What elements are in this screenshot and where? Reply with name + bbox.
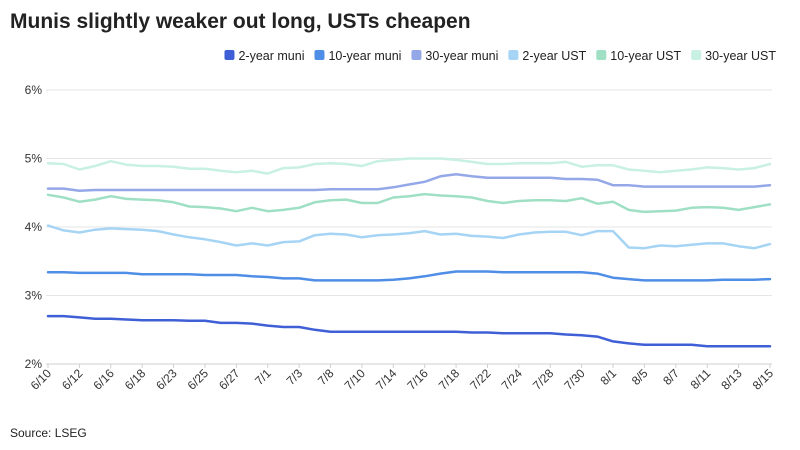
x-tick-label: 6/27: [216, 366, 243, 393]
x-axis: 6/10 6/12 6/16 6/18 6/23 6/25 6/27 7/1 7/3 7/8 7/1…: [28, 364, 777, 393]
x-tick-label: 7/18: [436, 366, 463, 393]
x-tick-label: 7/30: [561, 366, 588, 393]
x-tick-label: 7/10: [342, 366, 369, 393]
legend-item: 2-year UST: [508, 49, 587, 63]
series-line-30-year-ust: [46, 157, 772, 175]
chart-grid: [46, 89, 772, 365]
series-line-2-year-muni: [46, 314, 772, 348]
x-tick-label: 7/16: [404, 366, 431, 393]
x-tick-label: 8/15: [750, 366, 777, 393]
y-tick-label: 5%: [25, 152, 43, 166]
x-tick-label: 8/13: [718, 366, 745, 393]
series-line-10-year-ust: [46, 192, 772, 214]
chart-series: [46, 157, 772, 348]
x-tick-label: 7/1: [252, 366, 274, 388]
legend-swatch: [314, 50, 325, 60]
legend-label: 10-year UST: [610, 49, 681, 63]
chart-legend: 2-year muni 10-year muni 30-year muni 2-yea…: [224, 49, 776, 63]
x-tick-label: 7/8: [315, 366, 337, 388]
legend-swatch: [596, 50, 607, 60]
series-line-30-year-muni: [46, 173, 772, 192]
legend-label: 2-year UST: [522, 49, 586, 63]
legend-item: 10-year muni: [314, 49, 401, 63]
x-tick-label: 7/3: [284, 366, 306, 388]
y-tick-label: 4%: [25, 220, 43, 234]
x-tick-label: 7/22: [467, 366, 494, 393]
x-tick-label: 8/1: [597, 366, 619, 388]
x-tick-label: 8/5: [629, 366, 651, 388]
series-line-10-year-muni: [46, 270, 772, 282]
x-tick-label: 6/12: [59, 366, 86, 393]
x-tick-label: 7/24: [499, 366, 526, 393]
legend-item: 2-year muni: [224, 49, 304, 63]
legend-swatch: [508, 50, 519, 60]
page-title: Munis slightly weaker out long, USTs che…: [10, 10, 471, 33]
legend-label: 30-year muni: [425, 49, 498, 63]
y-axis: 2% 3% 4% 5% 6%: [25, 83, 43, 371]
y-tick-label: 6%: [25, 83, 43, 97]
legend-swatch: [411, 50, 422, 60]
y-tick-label: 3%: [25, 289, 43, 303]
legend-swatch: [224, 50, 235, 60]
x-tick-label: 8/11: [688, 366, 714, 392]
legend-item: 30-year UST: [691, 49, 776, 63]
legend-swatch: [691, 50, 702, 60]
legend-item: 30-year muni: [411, 49, 498, 63]
legend-label: 30-year UST: [705, 49, 776, 63]
x-tick-label: 6/18: [122, 366, 149, 393]
x-tick-label: 6/25: [185, 366, 212, 393]
x-tick-label: 6/16: [90, 366, 117, 393]
legend-label: 10-year muni: [328, 49, 401, 63]
x-tick-label: 7/14: [373, 366, 400, 393]
legend-label: 2-year muni: [238, 49, 304, 63]
x-tick-label: 6/23: [153, 366, 180, 393]
series-line-2-year-ust: [46, 224, 772, 250]
legend-item: 10-year UST: [596, 49, 682, 63]
x-tick-label: 7/28: [530, 366, 557, 393]
source-note: Source: LSEG: [10, 426, 87, 440]
y-tick-label: 2%: [25, 357, 43, 371]
x-tick-label: 8/7: [660, 366, 682, 388]
